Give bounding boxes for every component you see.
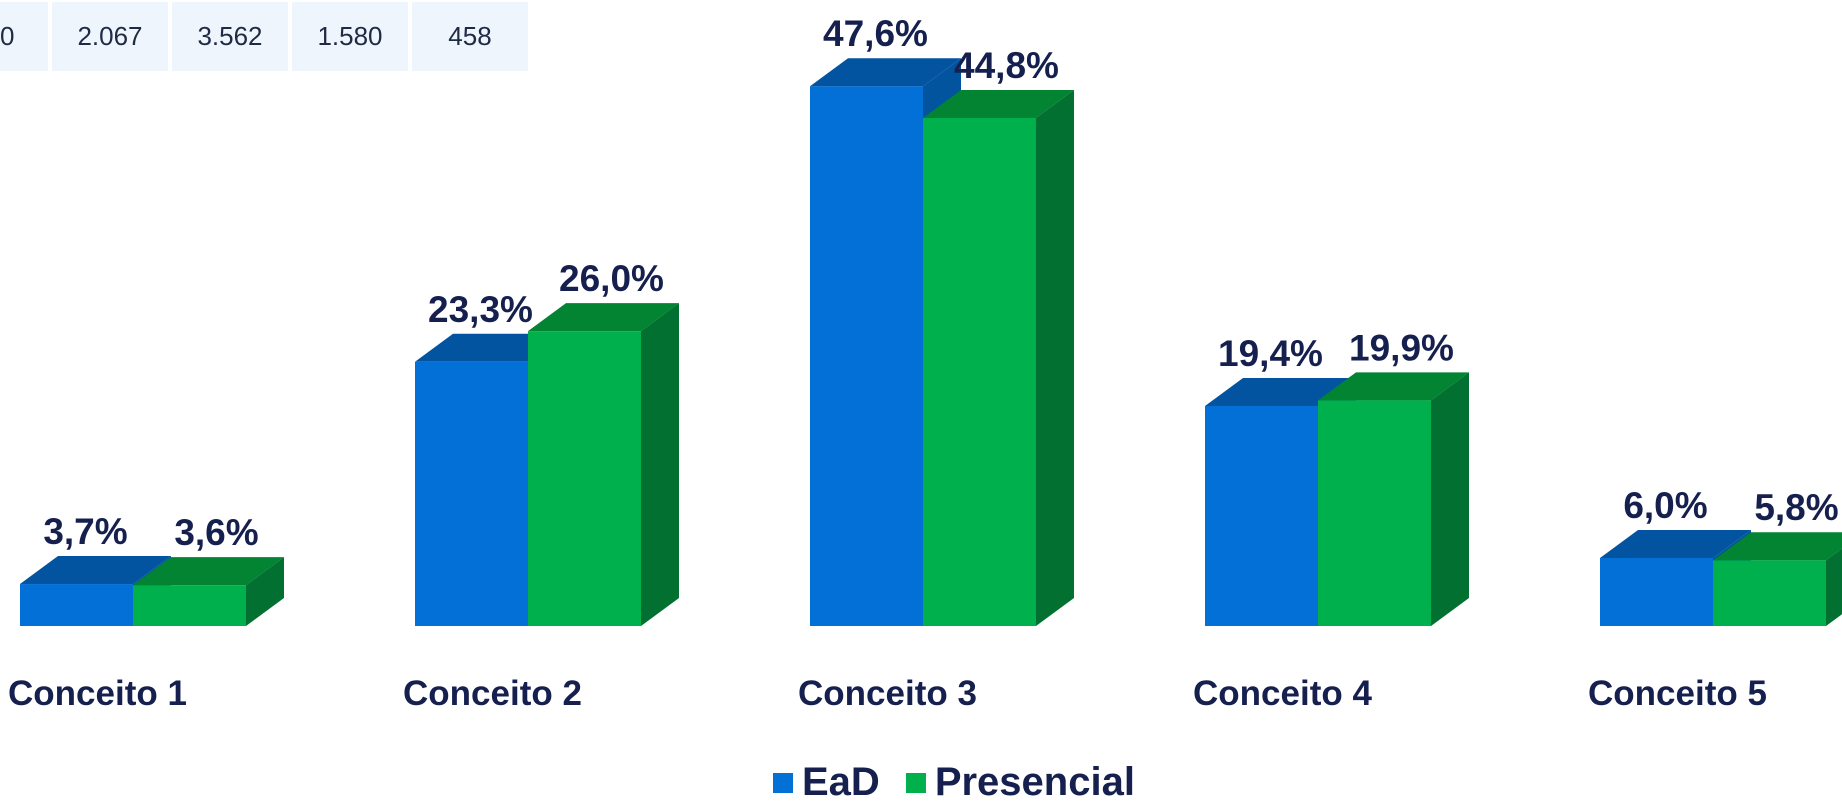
legend-label-ead: EaD [802,760,880,804]
chart-legend: EaD Presencial [773,760,1161,805]
table-cell: 2.067 [52,2,168,71]
data-label-ead: 47,6% [823,13,928,54]
bar-ead-front [810,86,923,626]
data-label-ead: 19,4% [1218,333,1323,374]
bar-presencial-side [1036,89,1074,626]
category-label: Conceito 2 [403,674,582,713]
bar-ead-top [1205,378,1356,407]
bar-presencial-top [923,89,1074,118]
bar-ead-front [1600,557,1713,626]
data-label-ead: 23,3% [428,289,533,330]
data-label-ead: 3,7% [43,511,127,552]
category-label: Conceito 3 [798,674,977,713]
bar-presencial-side [1826,548,1842,626]
table-cell: 3.562 [172,2,288,71]
bar-ead-front [1205,406,1318,626]
bar-presencial-side [641,303,679,626]
legend-swatch-ead [773,772,793,793]
bar-presencial-side [1431,372,1469,626]
bar-presencial-front [923,117,1036,626]
bar-presencial-front [1318,400,1431,626]
bar-ead-top [810,58,961,87]
category-label: Conceito 5 [1588,674,1767,713]
data-label-presencial: 5,8% [1754,487,1838,528]
legend-label-presencial: Presencial [934,760,1135,804]
table-cell: 458 [412,2,528,71]
bar-presencial-top [133,557,284,586]
data-table-strip: 0 2.067 3.562 1.580 458 [0,2,532,71]
data-label-ead: 6,0% [1623,485,1707,526]
bar-presencial-front [1713,560,1826,626]
legend-item-ead: EaD [773,760,880,805]
bar-presencial-top [528,303,679,332]
bar-presencial-top [1713,532,1842,561]
table-cell: 0 [0,2,48,71]
legend-swatch-presencial [905,772,926,793]
legend-item-presencial: Presencial [905,760,1135,805]
bar-ead-top [20,556,171,585]
bar-ead-top [1600,529,1751,558]
table-cell: 1.580 [292,2,408,71]
bar-presencial-top [1318,372,1469,401]
data-label-presencial: 44,8% [954,45,1059,86]
data-label-presencial: 3,6% [174,512,258,553]
bar-ead-front [20,584,133,626]
bar-presencial-side [246,557,284,626]
bar-ead-front [415,361,528,626]
bar-presencial-front [528,331,641,626]
data-label-presencial: 26,0% [559,258,664,299]
category-label: Conceito 1 [8,674,187,713]
category-label: Conceito 4 [1193,674,1372,713]
data-label-presencial: 19,9% [1349,327,1454,368]
bar-presencial-front [133,585,246,626]
